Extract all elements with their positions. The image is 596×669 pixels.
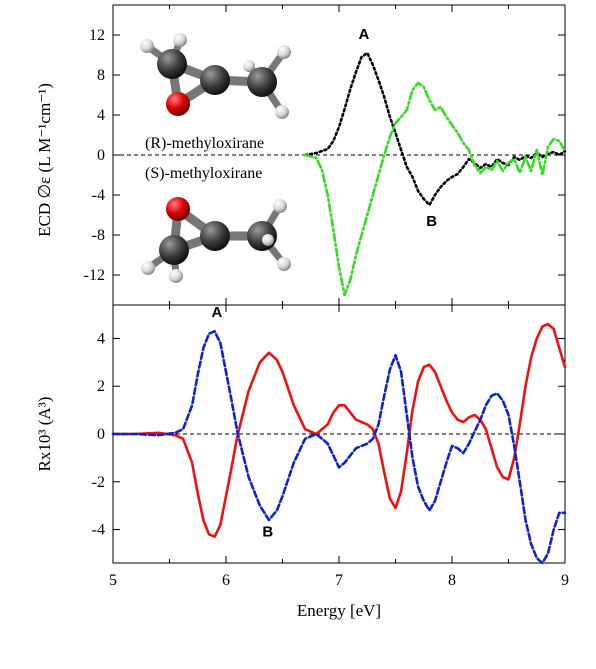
rx-y-tick-label: 0 [97,426,105,443]
rx-annotations: AB [212,304,274,541]
ecd-y-tick-label: 12 [89,27,105,44]
x-tick-label: 6 [222,572,230,589]
ecd-series [303,51,567,297]
ecd-y-ticks: 12 8 4 0 -4 -8 -12 [84,27,565,284]
ecd-y-tick-label: -12 [84,267,105,284]
rx-y-ticks: 4 2 0 -2 -4 [92,330,565,539]
rx-y-axis-title: Rx10³ (A³) [35,397,54,472]
x-tick-label: 5 [109,572,117,589]
ecd-peak-label: A [358,26,369,43]
ecd-y-axis-title: ECD ∅ε (L M⁻¹cm⁻¹) [35,83,54,237]
rx-y-tick-label: 4 [97,330,105,347]
ecd-x-ticks [112,5,566,305]
r-methyloxirane-molecule-icon [140,33,291,119]
ecd-y-tick-label: 8 [97,67,105,84]
rx-peak-label: B [262,524,273,541]
ecd-peak-label: B [426,213,437,230]
rx-y-tick-label: -2 [92,474,105,491]
r-molecule-label: (R)-methyloxirane [145,135,264,152]
ecd-y-tick-label: -4 [92,187,105,204]
s-molecule-label: (S)-methyloxirane [145,165,262,182]
rx-y-tick-label: -4 [92,522,105,539]
ecd-annotations: AB [358,26,437,230]
x-axis-title: Energy [eV] [297,601,381,620]
ecd-y-tick-label: -8 [92,227,105,244]
rx-x-ticks: 5 6 7 8 9 [109,305,569,589]
rx-series-s [111,329,567,565]
rx-peak-label: A [212,304,223,321]
x-tick-label: 9 [561,572,569,589]
s-methyloxirane-molecule-icon [141,197,291,283]
rx-series-r [111,322,567,539]
ecd-series-s-methyloxirane [303,81,567,297]
ecd-y-tick-label: 0 [97,147,105,164]
ecd-y-tick-label: 4 [97,107,105,124]
x-tick-label: 7 [335,572,343,589]
rx-series [111,322,567,565]
rx-y-tick-label: 2 [97,378,105,395]
x-tick-label: 8 [448,572,456,589]
ecd-series-r-methyloxirane [303,51,567,207]
